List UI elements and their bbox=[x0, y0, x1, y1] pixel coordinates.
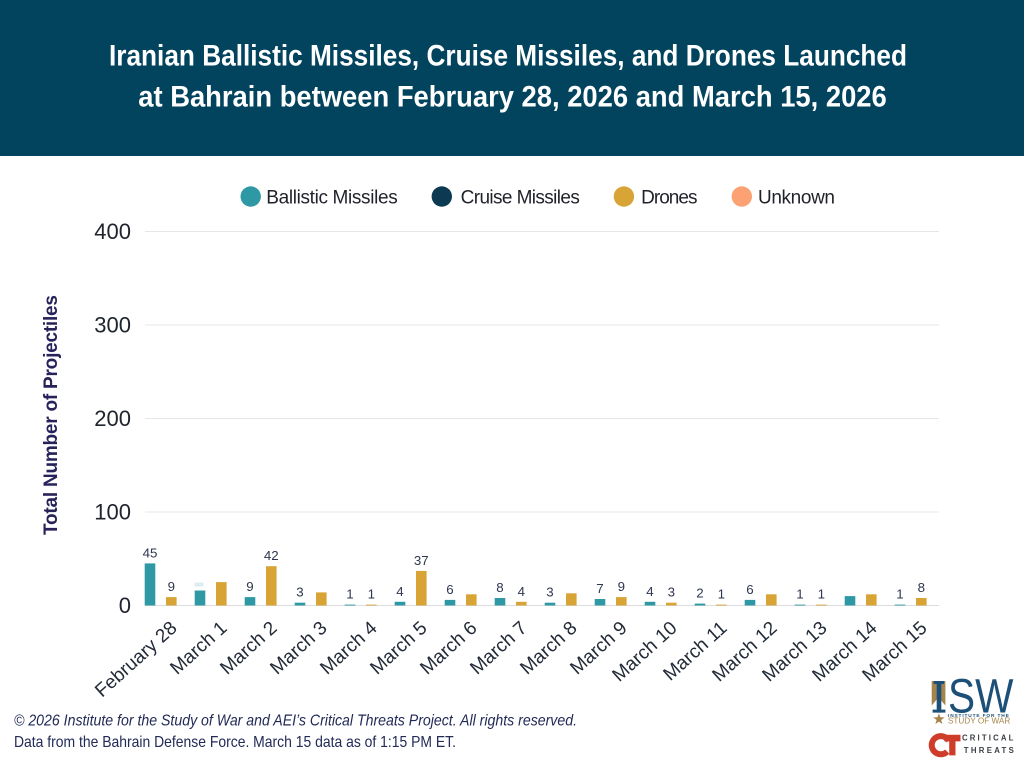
svg-text:Iranian Ballistic Missiles, Cr: Iranian Ballistic Missiles, Cruise Missi… bbox=[109, 40, 907, 73]
svg-text:2: 2 bbox=[696, 586, 703, 601]
svg-text:9: 9 bbox=[168, 579, 175, 594]
svg-text:100: 100 bbox=[94, 499, 131, 524]
svg-text:4: 4 bbox=[646, 584, 653, 599]
svg-text:Cruise Missiles: Cruise Missiles bbox=[461, 187, 580, 208]
svg-text:1: 1 bbox=[346, 587, 353, 602]
svg-text:3: 3 bbox=[296, 585, 303, 600]
svg-text:3: 3 bbox=[668, 585, 675, 600]
svg-text:STUDY OF WAR: STUDY OF WAR bbox=[948, 717, 1010, 726]
svg-text:6: 6 bbox=[446, 582, 453, 597]
svg-text:INSTITUTE FOR THE: INSTITUTE FOR THE bbox=[948, 713, 1010, 719]
svg-text:CRITICAL: CRITICAL bbox=[962, 734, 1014, 743]
svg-text:THREATS: THREATS bbox=[964, 746, 1014, 755]
svg-text:0: 0 bbox=[119, 593, 131, 618]
svg-text:300: 300 bbox=[94, 312, 131, 337]
svg-text:8: 8 bbox=[496, 580, 503, 595]
svg-text:400: 400 bbox=[94, 219, 131, 244]
svg-text:© 2026 Institute for the Study: © 2026 Institute for the Study of War an… bbox=[14, 713, 577, 730]
svg-text:Drones: Drones bbox=[641, 187, 697, 208]
svg-text:Ballistic Missiles: Ballistic Missiles bbox=[266, 187, 397, 208]
svg-text:42: 42 bbox=[264, 548, 279, 563]
svg-text:8: 8 bbox=[918, 580, 925, 595]
svg-text:February 28: February 28 bbox=[91, 618, 181, 702]
svg-text:45: 45 bbox=[143, 545, 158, 560]
svg-text:9: 9 bbox=[618, 579, 625, 594]
svg-text:4: 4 bbox=[518, 584, 525, 599]
svg-text:1: 1 bbox=[818, 587, 825, 602]
svg-text:7: 7 bbox=[596, 581, 603, 596]
svg-text:1: 1 bbox=[368, 587, 375, 602]
svg-text:Total Number of Projectiles: Total Number of Projectiles bbox=[41, 295, 62, 535]
svg-text:3: 3 bbox=[546, 585, 553, 600]
svg-text:37: 37 bbox=[414, 553, 429, 568]
svg-text:1: 1 bbox=[718, 587, 725, 602]
svg-text:4: 4 bbox=[396, 584, 403, 599]
svg-text:6: 6 bbox=[746, 582, 753, 597]
svg-text:1: 1 bbox=[796, 587, 803, 602]
svg-text:Unknown: Unknown bbox=[758, 187, 835, 208]
svg-text:200: 200 bbox=[94, 406, 131, 431]
svg-text:at Bahrain between February 28: at Bahrain between February 28, 2026 and… bbox=[138, 81, 887, 114]
svg-text:SW: SW bbox=[948, 671, 1014, 724]
svg-text:1: 1 bbox=[896, 587, 903, 602]
svg-text:9: 9 bbox=[246, 579, 253, 594]
svg-text:Data from the Bahrain Defense: Data from the Bahrain Defense Force. Mar… bbox=[14, 734, 456, 751]
